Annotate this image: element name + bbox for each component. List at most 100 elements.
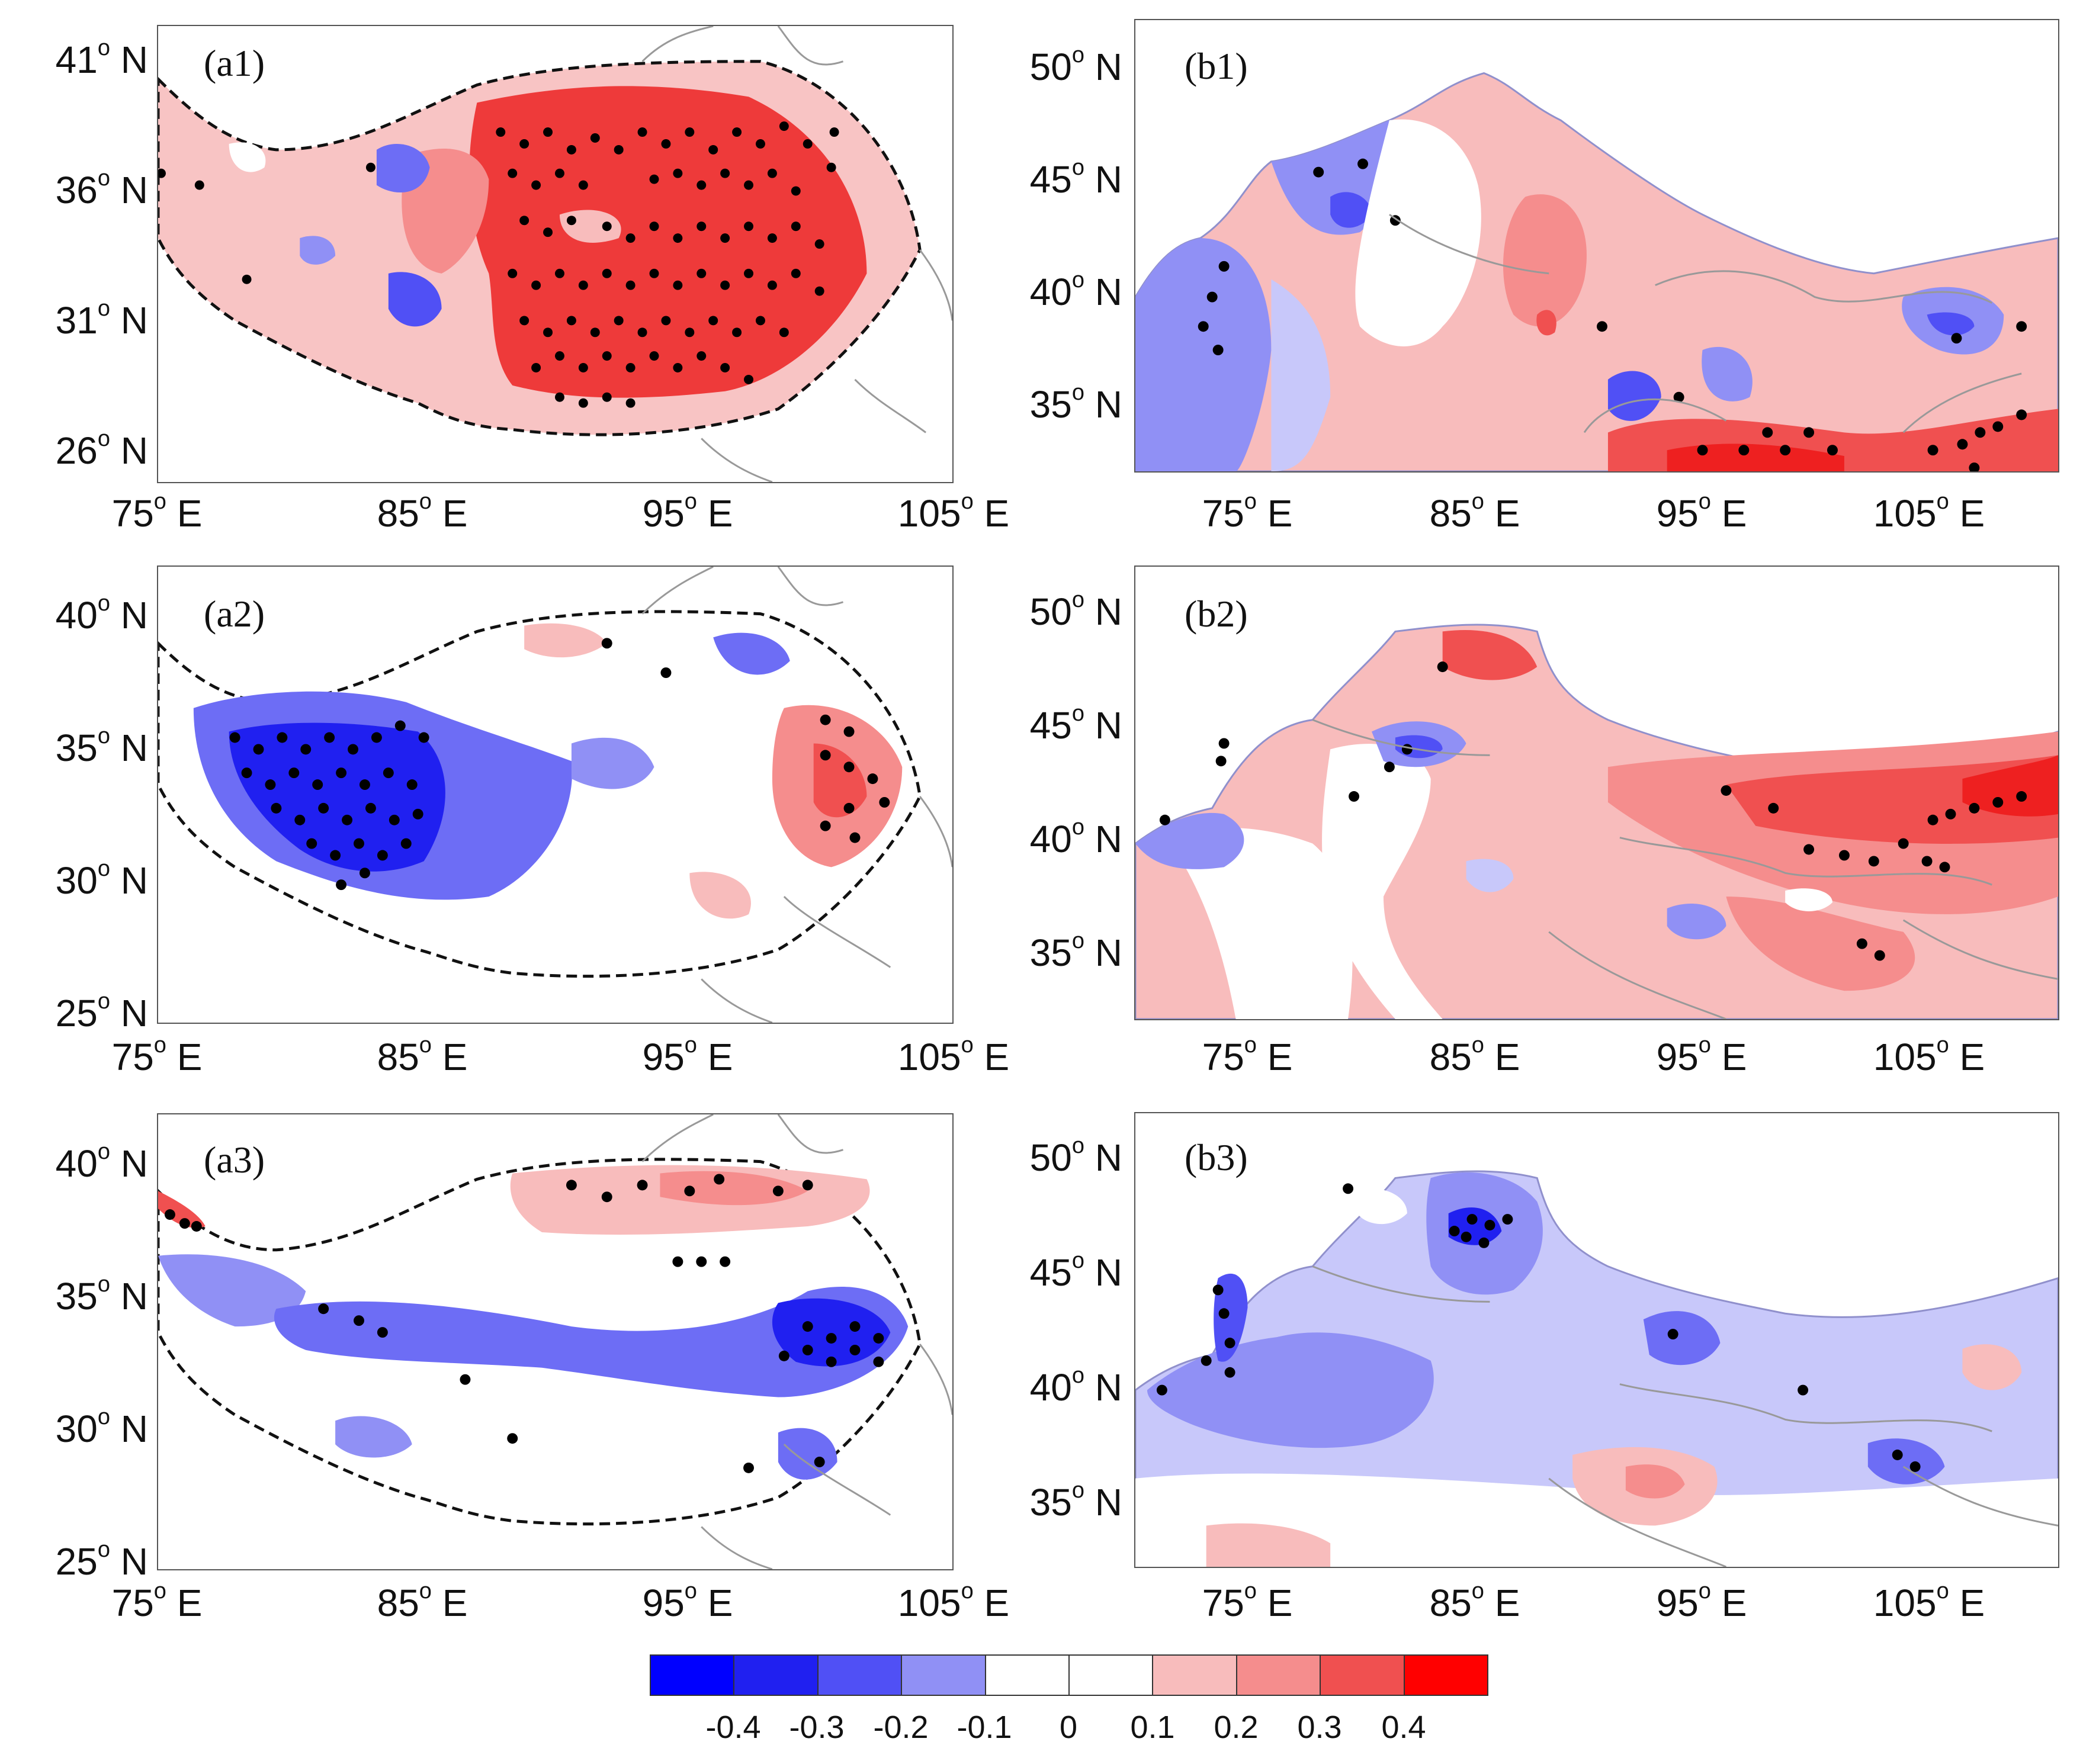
lat-unit: N: [1095, 383, 1122, 426]
lat-unit: N: [1095, 1251, 1122, 1294]
panel-label-a1: (a1): [204, 41, 265, 85]
x-tick-b1-3: 95o E: [1613, 491, 1790, 535]
degree-symbol: o: [1699, 1033, 1711, 1058]
y-tick-b1-3: 40o N: [986, 270, 1122, 314]
lat-value: 50: [1030, 590, 1072, 633]
lat-unit: N: [1095, 931, 1122, 974]
colorbar-label: -0.3: [781, 1709, 852, 1746]
lat-value: 35: [1030, 931, 1072, 974]
lon-unit: E: [442, 1036, 468, 1078]
lon-unit: E: [708, 1036, 733, 1078]
lon-unit: E: [1267, 1036, 1293, 1078]
degree-symbol: o: [1937, 489, 1949, 514]
lon-value: 105: [898, 1582, 961, 1624]
degree-symbol: o: [1072, 1133, 1084, 1158]
lat-value: 30: [56, 859, 98, 902]
degree-symbol: o: [1072, 928, 1084, 953]
lat-value: 25: [56, 1540, 98, 1583]
degree-symbol: o: [98, 1537, 110, 1562]
lon-value: 85: [377, 492, 419, 535]
lat-unit: N: [1095, 158, 1122, 201]
degree-symbol: o: [1472, 1033, 1484, 1058]
y-tick-a3-2: 35o N: [12, 1274, 148, 1318]
degree-symbol: o: [1937, 1579, 1949, 1604]
colorbar-swatch: [1153, 1656, 1237, 1695]
lat-value: 36: [56, 169, 98, 211]
lat-unit: N: [121, 992, 148, 1034]
lon-unit: E: [1267, 1582, 1293, 1624]
panel-label-b1: (b1): [1185, 44, 1248, 88]
lat-unit: N: [1095, 818, 1122, 860]
degree-symbol: o: [98, 591, 110, 616]
lon-unit: E: [984, 492, 1010, 535]
lat-unit: N: [121, 1408, 148, 1450]
lat-value: 50: [1030, 1136, 1072, 1179]
y-tick-b2-2: 45o N: [986, 703, 1122, 747]
map-plot-b3: [1135, 1113, 2058, 1567]
lat-value: 35: [1030, 1481, 1072, 1524]
y-tick-a1-3: 31o N: [12, 298, 148, 342]
degree-symbol: o: [961, 1033, 974, 1058]
lat-value: 35: [56, 1275, 98, 1318]
x-tick-b3-4: 105o E: [1840, 1581, 2018, 1625]
lon-unit: E: [177, 1036, 203, 1078]
colorbar: [650, 1654, 1488, 1696]
panel-label-b3: (b3): [1185, 1136, 1248, 1180]
panel-label-a2: (a2): [204, 592, 265, 636]
lat-value: 31: [56, 299, 98, 342]
map-plot-b2: [1135, 567, 2058, 1019]
degree-symbol: o: [1072, 380, 1084, 405]
lon-value: 75: [1202, 1582, 1244, 1624]
degree-symbol: o: [1244, 1033, 1257, 1058]
lon-value: 75: [112, 492, 154, 535]
degree-symbol: o: [154, 1579, 166, 1604]
lon-value: 95: [643, 1582, 685, 1624]
map-frame-b1: [1134, 19, 2059, 473]
lon-unit: E: [708, 1582, 733, 1624]
degree-symbol: o: [1072, 587, 1084, 612]
degree-symbol: o: [154, 1033, 166, 1058]
x-tick-b2-4: 105o E: [1840, 1035, 2018, 1079]
panel-label-b2: (b2): [1185, 592, 1248, 636]
lon-value: 75: [1202, 492, 1244, 535]
lon-value: 75: [112, 1582, 154, 1624]
lon-unit: E: [442, 1582, 468, 1624]
degree-symbol: o: [98, 856, 110, 881]
y-tick-b3-3: 40o N: [986, 1365, 1122, 1409]
y-tick-a2-4: 25o N: [12, 991, 148, 1035]
map-plot-b1: [1135, 20, 2058, 471]
degree-symbol: o: [1699, 1579, 1711, 1604]
y-tick-b2-1: 50o N: [986, 590, 1122, 634]
x-tick-a3-1: 75o E: [68, 1581, 246, 1625]
lon-value: 105: [1873, 1036, 1937, 1078]
lat-unit: N: [1095, 46, 1122, 88]
degree-symbol: o: [98, 36, 110, 60]
y-tick-b2-3: 40o N: [986, 817, 1122, 861]
lat-unit: N: [121, 594, 148, 637]
lon-unit: E: [1960, 1582, 1985, 1624]
lon-value: 85: [1430, 1582, 1472, 1624]
y-tick-b3-1: 50o N: [986, 1136, 1122, 1180]
degree-symbol: o: [1072, 43, 1084, 68]
blue-west-region: [1135, 238, 1271, 471]
lat-value: 40: [1030, 1366, 1072, 1409]
degree-symbol: o: [1472, 1579, 1484, 1604]
degree-symbol: o: [1072, 268, 1084, 293]
colorbar-swatch: [1237, 1656, 1321, 1695]
colorbar-label: -0.1: [949, 1709, 1020, 1746]
degree-symbol: o: [961, 1579, 974, 1604]
degree-symbol: o: [98, 426, 110, 451]
lon-unit: E: [177, 492, 203, 535]
lon-unit: E: [1960, 1036, 1985, 1078]
lat-value: 45: [1030, 704, 1072, 747]
lat-unit: N: [1095, 1366, 1122, 1409]
y-tick-a2-3: 30o N: [12, 859, 148, 902]
degree-symbol: o: [98, 1272, 110, 1297]
degree-symbol: o: [154, 489, 166, 514]
map-frame-a3: [157, 1113, 954, 1570]
y-tick-a1-2: 36o N: [12, 168, 148, 212]
degree-symbol: o: [1072, 1363, 1084, 1388]
y-tick-a3-1: 40o N: [12, 1142, 148, 1185]
lon-unit: E: [708, 492, 733, 535]
colorbar-label: -0.2: [865, 1709, 936, 1746]
